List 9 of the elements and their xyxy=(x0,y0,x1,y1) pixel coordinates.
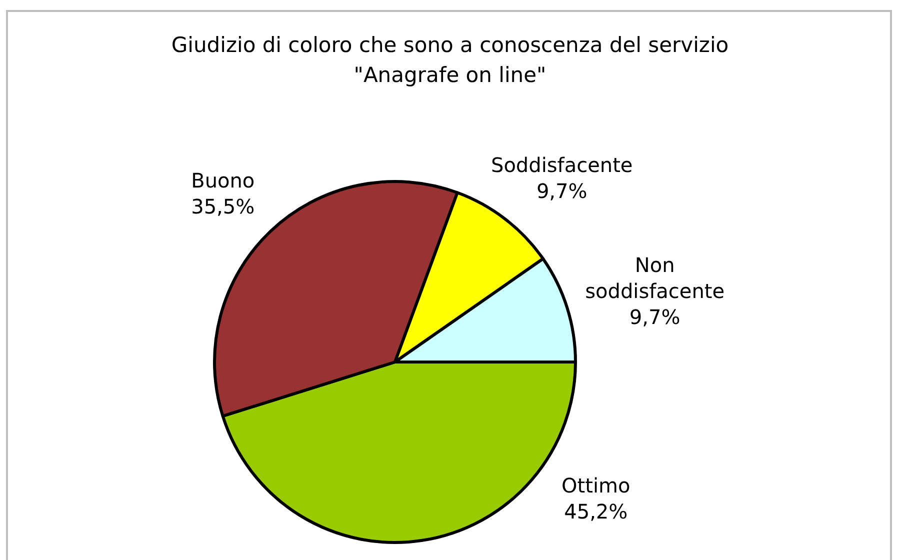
data-label: 9,7% xyxy=(536,178,588,203)
slice-label: Soddisfacente xyxy=(490,152,633,177)
slice-label: Non soddisfacente xyxy=(585,253,725,304)
data-label: 35,5% xyxy=(191,194,255,218)
slice-label: Ottimo xyxy=(562,474,630,498)
slice-label: Buono xyxy=(191,168,255,192)
data-label: 9,7% xyxy=(629,305,680,330)
chart-title: Giudizio di coloro che sono a conoscenza del servizio "Anagrafe on line" xyxy=(170,32,730,89)
data-label: 45,2% xyxy=(564,500,628,524)
